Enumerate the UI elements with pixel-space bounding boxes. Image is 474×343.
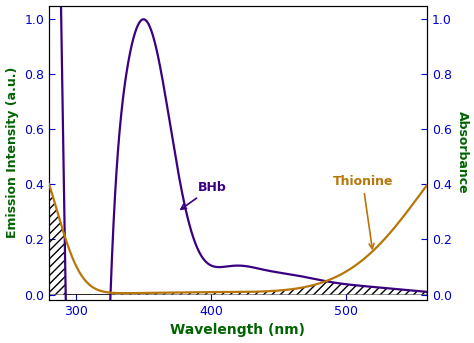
Y-axis label: Emission Intensity (a.u.): Emission Intensity (a.u.): [6, 67, 18, 238]
Y-axis label: Absorbance: Absorbance: [456, 111, 468, 194]
Text: BHb: BHb: [181, 181, 226, 209]
X-axis label: Wavelength (nm): Wavelength (nm): [171, 323, 305, 338]
Text: Thionine: Thionine: [332, 175, 393, 249]
